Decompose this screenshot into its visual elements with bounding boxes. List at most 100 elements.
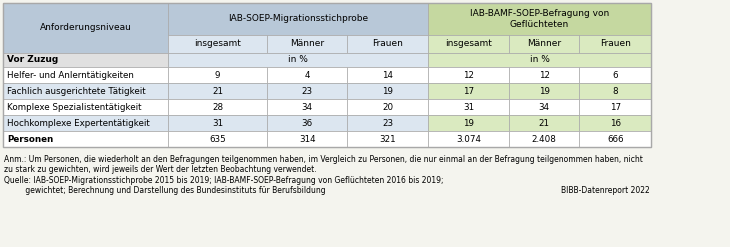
Bar xyxy=(509,99,580,115)
Bar xyxy=(509,35,580,53)
Text: 36: 36 xyxy=(301,119,312,127)
Bar xyxy=(428,99,509,115)
Bar xyxy=(428,35,509,53)
Text: 28: 28 xyxy=(212,103,223,111)
Text: 23: 23 xyxy=(383,119,393,127)
Text: 31: 31 xyxy=(212,119,223,127)
Text: insgesamt: insgesamt xyxy=(445,40,492,48)
Text: Anforderungsniveau: Anforderungsniveau xyxy=(39,23,131,33)
Text: in %: in % xyxy=(288,56,308,64)
Bar xyxy=(3,3,169,53)
Text: 12: 12 xyxy=(463,70,474,80)
Text: Anm.: Um Personen, die wiederholt an den Befragungen teilgenommen haben, im Verg: Anm.: Um Personen, die wiederholt an den… xyxy=(4,155,642,164)
Text: 20: 20 xyxy=(383,103,393,111)
Text: Hochkomplexe Expertentätigkeit: Hochkomplexe Expertentätigkeit xyxy=(7,119,150,127)
Text: Männer: Männer xyxy=(527,40,561,48)
Bar xyxy=(267,67,347,83)
Text: 321: 321 xyxy=(380,135,396,144)
Text: 23: 23 xyxy=(301,86,312,96)
Text: Helfer- und Anlerntätigkeiten: Helfer- und Anlerntätigkeiten xyxy=(7,70,134,80)
Text: 21: 21 xyxy=(539,119,550,127)
Text: IAB-BAMF-SOEP-Befragung von
Geflüchteten: IAB-BAMF-SOEP-Befragung von Geflüchteten xyxy=(470,9,610,29)
Bar xyxy=(509,83,580,99)
Text: 19: 19 xyxy=(539,86,550,96)
Text: IAB-SOEP-Migrationsstichprobe: IAB-SOEP-Migrationsstichprobe xyxy=(228,15,369,23)
Bar xyxy=(169,131,267,147)
Text: Komplexe Spezialistentätigkeit: Komplexe Spezialistentätigkeit xyxy=(7,103,142,111)
Bar xyxy=(580,131,651,147)
Text: Personen: Personen xyxy=(7,135,53,144)
Bar xyxy=(169,3,428,35)
Bar xyxy=(169,83,267,99)
Text: Männer: Männer xyxy=(290,40,324,48)
Text: BIBB-Datenreport 2022: BIBB-Datenreport 2022 xyxy=(561,186,649,195)
Bar xyxy=(267,99,347,115)
Text: Frauen: Frauen xyxy=(600,40,631,48)
Text: gewichtet; Berechnung und Darstellung des Bundesinstituts für Berufsbildung: gewichtet; Berechnung und Darstellung de… xyxy=(4,186,325,195)
Bar xyxy=(267,131,347,147)
Bar xyxy=(267,83,347,99)
Text: 19: 19 xyxy=(463,119,474,127)
Bar xyxy=(169,53,428,67)
Bar xyxy=(347,83,428,99)
Text: 34: 34 xyxy=(301,103,312,111)
Bar xyxy=(3,53,169,67)
Text: 31: 31 xyxy=(463,103,474,111)
Bar xyxy=(169,67,267,83)
Bar xyxy=(428,53,651,67)
Text: 12: 12 xyxy=(539,70,550,80)
Bar xyxy=(3,3,651,147)
Bar xyxy=(3,67,169,83)
Text: 9: 9 xyxy=(215,70,220,80)
Bar xyxy=(3,131,169,147)
Bar xyxy=(169,115,267,131)
Text: 6: 6 xyxy=(612,70,618,80)
Bar xyxy=(580,115,651,131)
Text: 314: 314 xyxy=(299,135,315,144)
Bar xyxy=(580,99,651,115)
Text: 8: 8 xyxy=(612,86,618,96)
Bar xyxy=(347,35,428,53)
Bar xyxy=(580,35,651,53)
Text: 4: 4 xyxy=(304,70,310,80)
Bar xyxy=(428,115,509,131)
Bar xyxy=(3,3,651,147)
Bar xyxy=(509,115,580,131)
Bar xyxy=(169,99,267,115)
Bar xyxy=(3,115,169,131)
Bar xyxy=(347,67,428,83)
Text: 2.408: 2.408 xyxy=(531,135,556,144)
Bar xyxy=(267,115,347,131)
Text: Quelle: IAB-SOEP-Migrationsstichprobe 2015 bis 2019; IAB-BAMF-SOEP-Befragung von: Quelle: IAB-SOEP-Migrationsstichprobe 20… xyxy=(4,176,443,185)
Bar xyxy=(267,35,347,53)
Text: 17: 17 xyxy=(610,103,620,111)
Text: in %: in % xyxy=(530,56,550,64)
Text: 3.074: 3.074 xyxy=(456,135,481,144)
Bar xyxy=(3,99,169,115)
Bar xyxy=(169,35,267,53)
Text: Frauen: Frauen xyxy=(372,40,403,48)
Bar xyxy=(580,83,651,99)
Bar xyxy=(428,83,509,99)
Bar xyxy=(347,115,428,131)
Bar xyxy=(3,83,169,99)
Text: 14: 14 xyxy=(383,70,393,80)
Text: 34: 34 xyxy=(539,103,550,111)
Text: Vor Zuzug: Vor Zuzug xyxy=(7,56,58,64)
Text: 666: 666 xyxy=(607,135,623,144)
Bar xyxy=(428,131,509,147)
Bar xyxy=(509,67,580,83)
Bar xyxy=(428,67,509,83)
Text: 635: 635 xyxy=(210,135,226,144)
Bar xyxy=(428,3,651,35)
Bar xyxy=(347,131,428,147)
Text: Fachlich ausgerichtete Tätigkeit: Fachlich ausgerichtete Tätigkeit xyxy=(7,86,146,96)
Bar xyxy=(347,99,428,115)
Text: 17: 17 xyxy=(463,86,474,96)
Text: 21: 21 xyxy=(212,86,223,96)
Text: insgesamt: insgesamt xyxy=(194,40,241,48)
Bar xyxy=(580,67,651,83)
Bar xyxy=(509,131,580,147)
Text: 19: 19 xyxy=(383,86,393,96)
Text: zu stark zu gewichten, wird jeweils der Wert der letzten Beobachtung verwendet.: zu stark zu gewichten, wird jeweils der … xyxy=(4,165,316,174)
